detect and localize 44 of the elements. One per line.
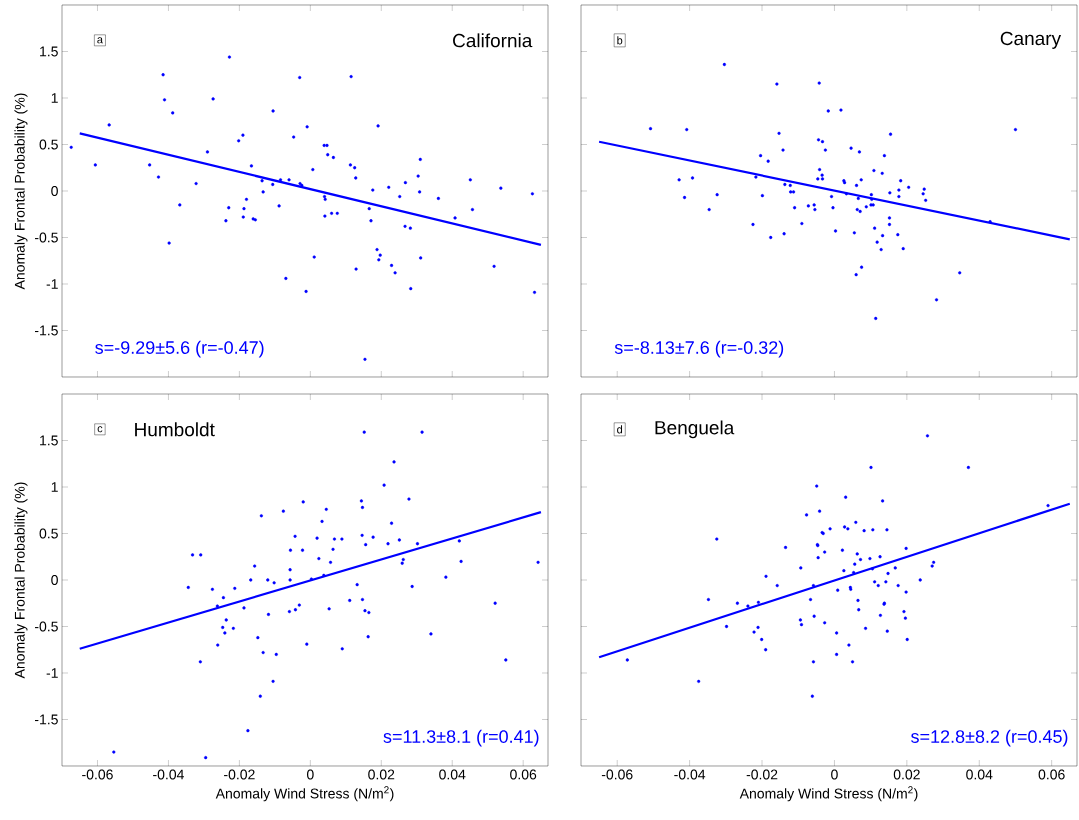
- text: Benguela: [655, 420, 735, 439]
- annotation: a: [97, 37, 103, 44]
- x-tick-label: 0.06: [510, 769, 537, 780]
- y-tick-label: 0.5: [39, 139, 58, 150]
- x-tick-label: 0.02: [893, 769, 920, 780]
- annotation: s=12.8±8.2 (r=0.45): [911, 729, 1068, 747]
- y-tick-label: 1.5: [40, 46, 58, 57]
- text: California: [453, 33, 533, 48]
- x-tick-label: 0: [831, 769, 838, 780]
- x-tick-label: -0.06: [82, 769, 113, 780]
- annotation: s=-9.29±5.6 (r=-0.47): [95, 340, 264, 358]
- x-tick-label: -0.02: [746, 769, 778, 780]
- y-tick-label: -0.5: [34, 621, 58, 632]
- annotation: s=11.3±8.1 (r=0.41): [383, 729, 539, 747]
- y-tick-label: 1: [51, 482, 58, 492]
- x-tick-label: 0.04: [439, 769, 466, 780]
- y-tick-label: -1: [46, 668, 58, 678]
- x-axis-title: Anomaly Wind Stress (N/m$^{2}$): [739, 786, 918, 802]
- annotation: s=-8.13±7.6 (r=-0.32): [614, 340, 784, 358]
- y-tick-label: -1.5: [34, 325, 58, 336]
- text: Humboldt: [135, 422, 215, 437]
- x-tick-label: -0.06: [601, 769, 633, 780]
- x-tick-label: -0.04: [674, 769, 706, 780]
- y-tick-label: -0.5: [34, 232, 58, 243]
- y-tick-label: -1.5: [34, 714, 58, 725]
- x-tick-label: 0.04: [966, 769, 993, 780]
- y-tick-label: 1.5: [40, 435, 58, 446]
- annotation: d: [617, 425, 623, 434]
- y-tick-label: 0: [51, 575, 58, 585]
- y-tick-label: 0: [51, 186, 58, 196]
- annotation: b: [617, 36, 623, 45]
- x-tick-label: -0.04: [153, 769, 184, 780]
- x-tick-label: 0.02: [368, 769, 395, 780]
- y-tick-label: -1: [46, 279, 58, 289]
- y-axis-title: Anomaly Frontal Probability (%): [14, 482, 28, 679]
- text: Canary: [1000, 31, 1062, 49]
- y-tick-label: 1: [51, 93, 58, 103]
- annotation: c: [97, 426, 103, 433]
- x-tick-label: 0.06: [1038, 769, 1065, 780]
- x-tick-label: -0.02: [224, 769, 255, 780]
- y-tick-label: 0.5: [39, 528, 58, 539]
- y-axis-title: Anomaly Frontal Probability (%): [14, 93, 28, 290]
- x-tick-label: 0: [306, 769, 314, 780]
- x-axis-title: Anomaly Wind Stress (N/m$^{2}$): [215, 786, 394, 802]
